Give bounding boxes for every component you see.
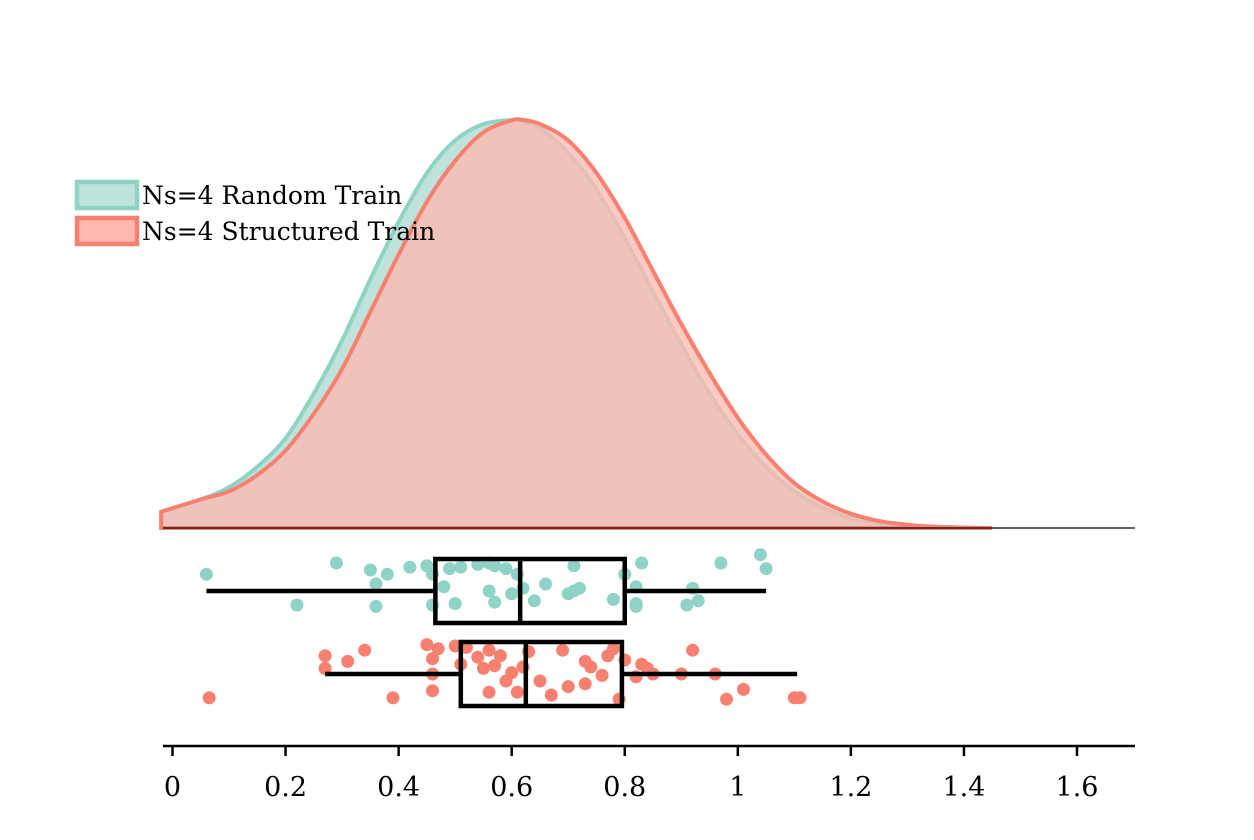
rain-point-s2-5 bbox=[358, 643, 372, 657]
legend-item-2: Ns=4 Structured Train bbox=[74, 215, 435, 247]
rain-point-s2-3 bbox=[318, 661, 332, 675]
rain-point-s1-4 bbox=[363, 563, 377, 577]
rain-point-s2-45 bbox=[720, 692, 733, 706]
rain-point-s1-1 bbox=[199, 567, 213, 581]
rain-point-s2-6 bbox=[386, 691, 400, 705]
rain-point-s2-43 bbox=[686, 643, 700, 657]
x-axis-ticks: 0 0.2 0.4 0.6 0.8 1 1.2 1.4 1.6 bbox=[164, 746, 1099, 803]
rain-point-s2-35 bbox=[606, 642, 620, 656]
box-plot-2 bbox=[325, 639, 798, 709]
box-plots bbox=[206, 556, 798, 709]
rain-point-s1-2 bbox=[290, 598, 304, 612]
iqr-box bbox=[458, 639, 625, 709]
rain-point-s1-41 bbox=[753, 548, 767, 562]
rain-points bbox=[199, 548, 807, 706]
rain-point-s2-18 bbox=[482, 643, 496, 657]
rain-point-s1-15 bbox=[454, 560, 468, 574]
rain-point-s2-2 bbox=[318, 649, 332, 663]
rain-point-s1-8 bbox=[403, 560, 417, 574]
rain-point-s2-27 bbox=[544, 688, 558, 702]
rain-point-s1-31 bbox=[606, 592, 620, 606]
x-tick-label: 0 bbox=[164, 772, 181, 803]
rain-point-s2-7 bbox=[420, 638, 434, 652]
rain-point-s2-9 bbox=[426, 684, 439, 698]
rain-point-s2-11 bbox=[431, 642, 445, 656]
rain-point-s2-28 bbox=[556, 643, 570, 657]
rain-point-s2-22 bbox=[505, 666, 519, 680]
rain-point-s2-19 bbox=[488, 659, 502, 673]
rain-point-s1-20 bbox=[488, 595, 502, 609]
legend-item-1: Ns=4 Random Train bbox=[74, 179, 402, 211]
rain-point-s2-8 bbox=[426, 652, 439, 666]
rain-point-s1-30 bbox=[573, 581, 586, 595]
rain-point-s1-19 bbox=[488, 559, 502, 573]
x-tick-label: 0.4 bbox=[377, 772, 420, 803]
rain-point-s1-40 bbox=[714, 556, 728, 570]
rain-point-s1-25 bbox=[527, 594, 541, 608]
legend-swatch bbox=[74, 179, 140, 211]
rain-point-s1-22 bbox=[505, 587, 519, 601]
box-plot-1 bbox=[206, 556, 767, 626]
rain-point-s1-35 bbox=[629, 599, 643, 613]
rain-point-s1-3 bbox=[329, 556, 343, 570]
rain-point-s2-32 bbox=[584, 660, 598, 674]
rain-point-s1-37 bbox=[680, 598, 694, 612]
legend-label: Ns=4 Structured Train bbox=[142, 217, 435, 246]
rain-point-s1-39 bbox=[691, 594, 705, 608]
x-tick-label: 0.2 bbox=[264, 772, 307, 803]
rain-point-s1-18 bbox=[482, 584, 496, 598]
rain-point-s2-20 bbox=[493, 649, 507, 663]
x-tick-label: 0.8 bbox=[603, 772, 646, 803]
iqr-box bbox=[433, 556, 627, 626]
rain-point-s2-23 bbox=[510, 685, 524, 699]
rain-point-s1-6 bbox=[369, 599, 383, 613]
x-tick-label: 1 bbox=[729, 772, 746, 803]
rain-point-s2-12 bbox=[448, 639, 462, 653]
rain-point-s2-26 bbox=[533, 674, 547, 688]
density-curve-2 bbox=[159, 117, 993, 530]
rain-point-s1-13 bbox=[443, 562, 456, 576]
rain-point-s2-16 bbox=[476, 661, 490, 675]
legend: Ns=4 Random Train Ns=4 Structured Train bbox=[74, 179, 435, 247]
legend-swatch bbox=[74, 215, 140, 247]
x-tick-label: 1.2 bbox=[829, 772, 872, 803]
rain-point-s1-12 bbox=[437, 580, 451, 594]
rain-point-s1-42 bbox=[759, 562, 773, 576]
x-tick-label: 1.6 bbox=[1056, 772, 1099, 803]
rain-point-s2-15 bbox=[471, 650, 485, 664]
rain-point-s1-14 bbox=[448, 597, 462, 611]
rain-point-s1-26 bbox=[539, 577, 553, 591]
rain-point-s2-29 bbox=[561, 680, 575, 694]
rain-point-s2-31 bbox=[578, 677, 592, 691]
rain-point-s2-4 bbox=[341, 654, 355, 668]
rain-point-s2-33 bbox=[595, 668, 609, 682]
rain-point-s1-5 bbox=[369, 577, 383, 591]
rain-point-s1-7 bbox=[380, 567, 394, 581]
rain-point-s1-28 bbox=[567, 559, 581, 573]
rain-point-s2-17 bbox=[482, 685, 496, 699]
rain-point-s1-36 bbox=[635, 556, 649, 570]
rain-point-s2-48 bbox=[793, 691, 807, 705]
rain-point-s2-1 bbox=[202, 691, 216, 705]
rain-point-s1-21 bbox=[499, 562, 513, 576]
density-curves bbox=[159, 117, 993, 530]
rain-point-s2-46 bbox=[737, 682, 750, 696]
x-tick-label: 1.4 bbox=[942, 772, 985, 803]
legend-label: Ns=4 Random Train bbox=[142, 181, 402, 210]
x-tick-label: 0.6 bbox=[490, 772, 533, 803]
